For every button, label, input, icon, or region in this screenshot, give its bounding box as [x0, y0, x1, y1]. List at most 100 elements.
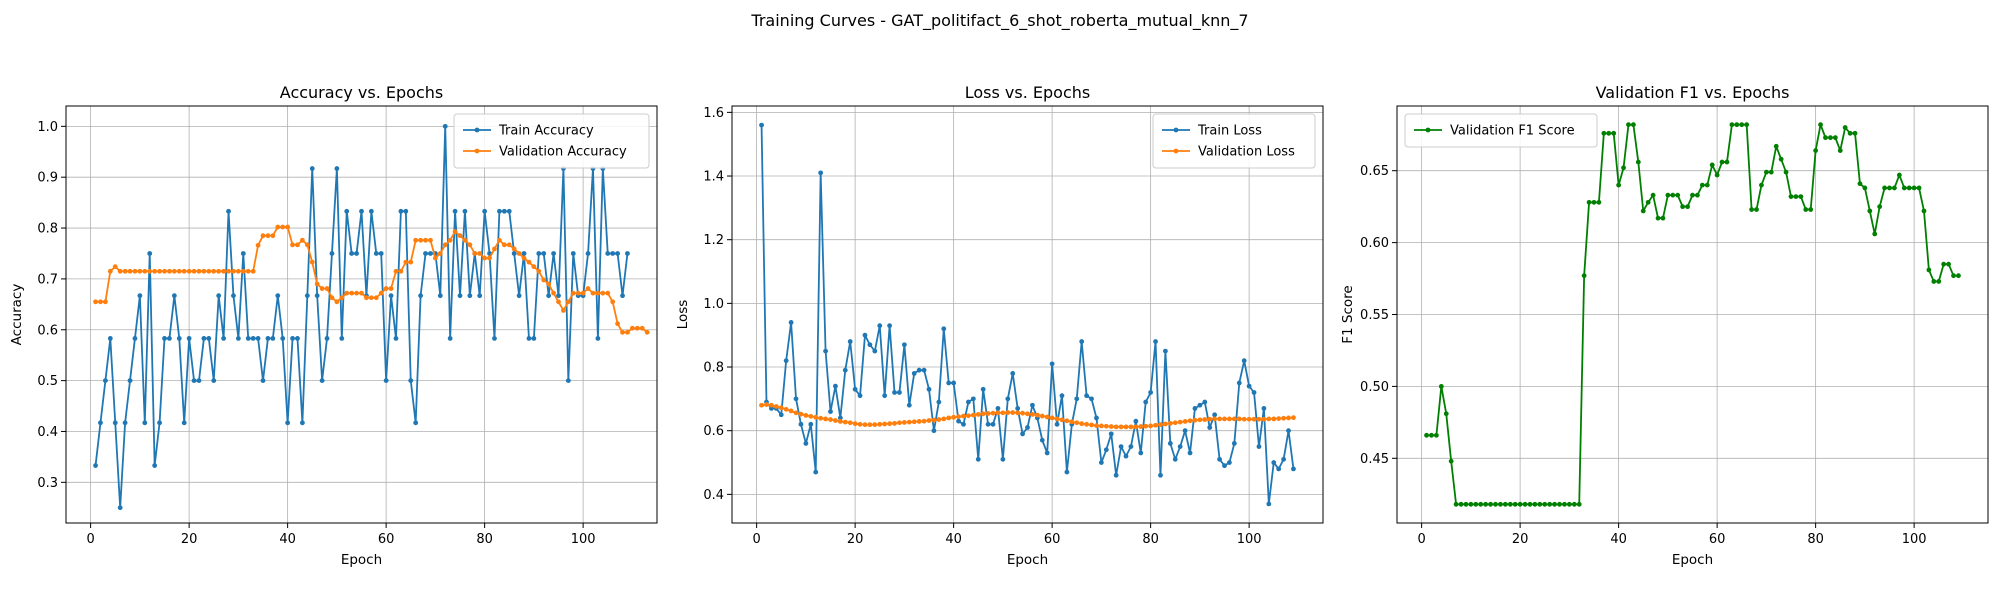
data-point: [1128, 424, 1134, 430]
data-point: [260, 233, 266, 239]
data-point: [1054, 421, 1060, 427]
y-tick-label: 0.7: [37, 272, 58, 287]
data-point: [1133, 424, 1139, 430]
data-point: [887, 323, 892, 329]
data-point: [255, 336, 261, 341]
y-tick-label: 0.8: [37, 222, 58, 237]
data-point: [1266, 416, 1272, 422]
data-point: [773, 404, 779, 409]
data-point: [1626, 122, 1631, 128]
x-tick-label: 40: [1610, 532, 1627, 547]
data-point: [1241, 358, 1247, 364]
series-2: [93, 224, 650, 335]
data-point: [536, 251, 542, 256]
y-tick-label: 0.5: [37, 374, 58, 389]
y-tick-label: 0.50: [1360, 380, 1389, 395]
data-point: [1675, 192, 1681, 198]
data-point: [759, 122, 764, 128]
chart-title: Loss vs. Epochs: [965, 83, 1090, 102]
data-point: [1010, 370, 1016, 376]
chart-title: Validation F1 vs. Epochs: [1596, 83, 1790, 102]
data-point: [1714, 172, 1720, 178]
data-point: [437, 251, 443, 256]
data-point: [1650, 192, 1656, 198]
data-point: [137, 268, 143, 274]
data-point: [408, 259, 414, 265]
data-point: [980, 411, 986, 417]
data-point: [235, 268, 241, 274]
data-point: [1434, 432, 1439, 438]
data-point: [1098, 423, 1104, 429]
data-point: [570, 290, 576, 296]
x-tick-label: 20: [181, 532, 198, 547]
data-point: [142, 268, 148, 274]
data-point: [98, 299, 103, 305]
x-tick-label: 0: [86, 532, 94, 547]
y-tick-label: 0.3: [37, 476, 58, 491]
data-point: [818, 415, 824, 421]
data-point: [1773, 143, 1779, 149]
data-point: [393, 268, 399, 274]
data-point: [1941, 261, 1947, 267]
x-tick-label: 100: [1902, 532, 1927, 547]
data-point: [975, 456, 981, 462]
data-point: [1025, 425, 1030, 430]
data-point: [1039, 413, 1045, 419]
data-point: [541, 251, 547, 256]
data-point: [615, 251, 620, 256]
data-point: [877, 323, 883, 329]
data-point: [206, 336, 212, 341]
data-point: [1281, 415, 1286, 421]
data-point: [1246, 416, 1252, 422]
data-point: [132, 268, 138, 274]
data-point: [482, 208, 488, 214]
data-point: [359, 290, 364, 296]
data-point: [359, 208, 364, 214]
data-point: [1261, 406, 1267, 411]
data-point: [1044, 414, 1050, 420]
data-point: [157, 268, 162, 274]
data-point: [309, 166, 315, 171]
data-point: [531, 264, 537, 270]
data-point: [1685, 204, 1690, 210]
data-point: [1192, 406, 1198, 411]
data-point: [1887, 185, 1892, 191]
data-point: [966, 413, 971, 419]
data-point: [1187, 418, 1193, 424]
data-point: [295, 242, 300, 248]
data-point: [497, 237, 502, 243]
data-point: [492, 246, 497, 252]
data-point: [462, 237, 468, 243]
legend-label: Train Loss: [1197, 124, 1262, 139]
data-point: [1222, 463, 1227, 469]
data-point: [975, 412, 981, 417]
data-point: [1030, 402, 1035, 408]
data-point: [127, 268, 133, 274]
data-point: [1079, 339, 1085, 344]
y-tick-label: 0.6: [703, 424, 724, 439]
data-point: [378, 251, 384, 256]
data-point: [1463, 501, 1469, 507]
data-point: [1892, 185, 1897, 191]
data-point: [1271, 416, 1277, 422]
legend: Train Accuracy Validation Accuracy: [453, 113, 650, 169]
data-point: [1271, 460, 1277, 465]
data-point: [1557, 501, 1562, 507]
data-point: [1788, 194, 1794, 199]
data-point: [1182, 419, 1188, 424]
data-point: [1291, 415, 1296, 421]
data-point: [300, 420, 305, 426]
data-point: [951, 380, 957, 386]
data-point: [847, 339, 853, 344]
data-point: [1148, 390, 1154, 395]
data-point: [1261, 416, 1267, 422]
data-point: [280, 336, 286, 341]
data-point: [388, 286, 394, 291]
data-point: [995, 406, 1001, 411]
data-point: [1911, 185, 1917, 191]
data-point: [1182, 428, 1188, 434]
data-point: [1660, 215, 1666, 221]
data-point: [580, 290, 586, 296]
chart-title: Accuracy vs. Epochs: [280, 83, 443, 102]
data-point: [1010, 410, 1016, 415]
